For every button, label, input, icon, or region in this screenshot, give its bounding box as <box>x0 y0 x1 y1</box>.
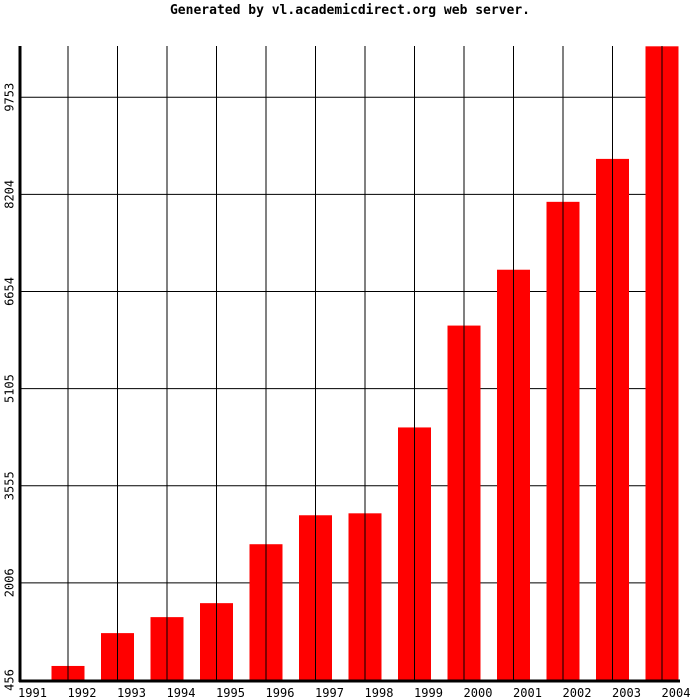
x-tick-label: 2003 <box>612 686 641 700</box>
x-tick-label: 2002 <box>563 686 592 700</box>
y-tick-label: 9753 <box>3 83 17 112</box>
y-tick-label: 8204 <box>3 180 17 209</box>
x-tick-label: 1998 <box>365 686 394 700</box>
y-tick-label: 3555 <box>3 471 17 500</box>
x-tick-label: 1999 <box>414 686 443 700</box>
x-tick-label: 1992 <box>68 686 97 700</box>
labels: 456 2006 3555 5105 6654 8204 9753 1991 1992 1993 1… <box>3 83 691 700</box>
x-tick-label: 1994 <box>167 686 196 700</box>
y-tick-label: 2006 <box>3 568 17 597</box>
x-tick-label: 1997 <box>315 686 344 700</box>
x-tick-label: 2001 <box>513 686 542 700</box>
x-tick-label: 2000 <box>464 686 493 700</box>
x-tick-label: 2004 <box>662 686 691 700</box>
x-tick-label: 1993 <box>117 686 146 700</box>
x-tick-label: 1991 <box>18 686 47 700</box>
y-tick-label: 5105 <box>3 374 17 403</box>
y-tick-label: 456 <box>3 669 17 691</box>
y-tick-label: 6654 <box>3 277 17 306</box>
x-tick-label: 1995 <box>216 686 245 700</box>
chart-title: Generated by vl.academicdirect.org web s… <box>170 3 530 18</box>
x-tick-label: 1996 <box>266 686 295 700</box>
